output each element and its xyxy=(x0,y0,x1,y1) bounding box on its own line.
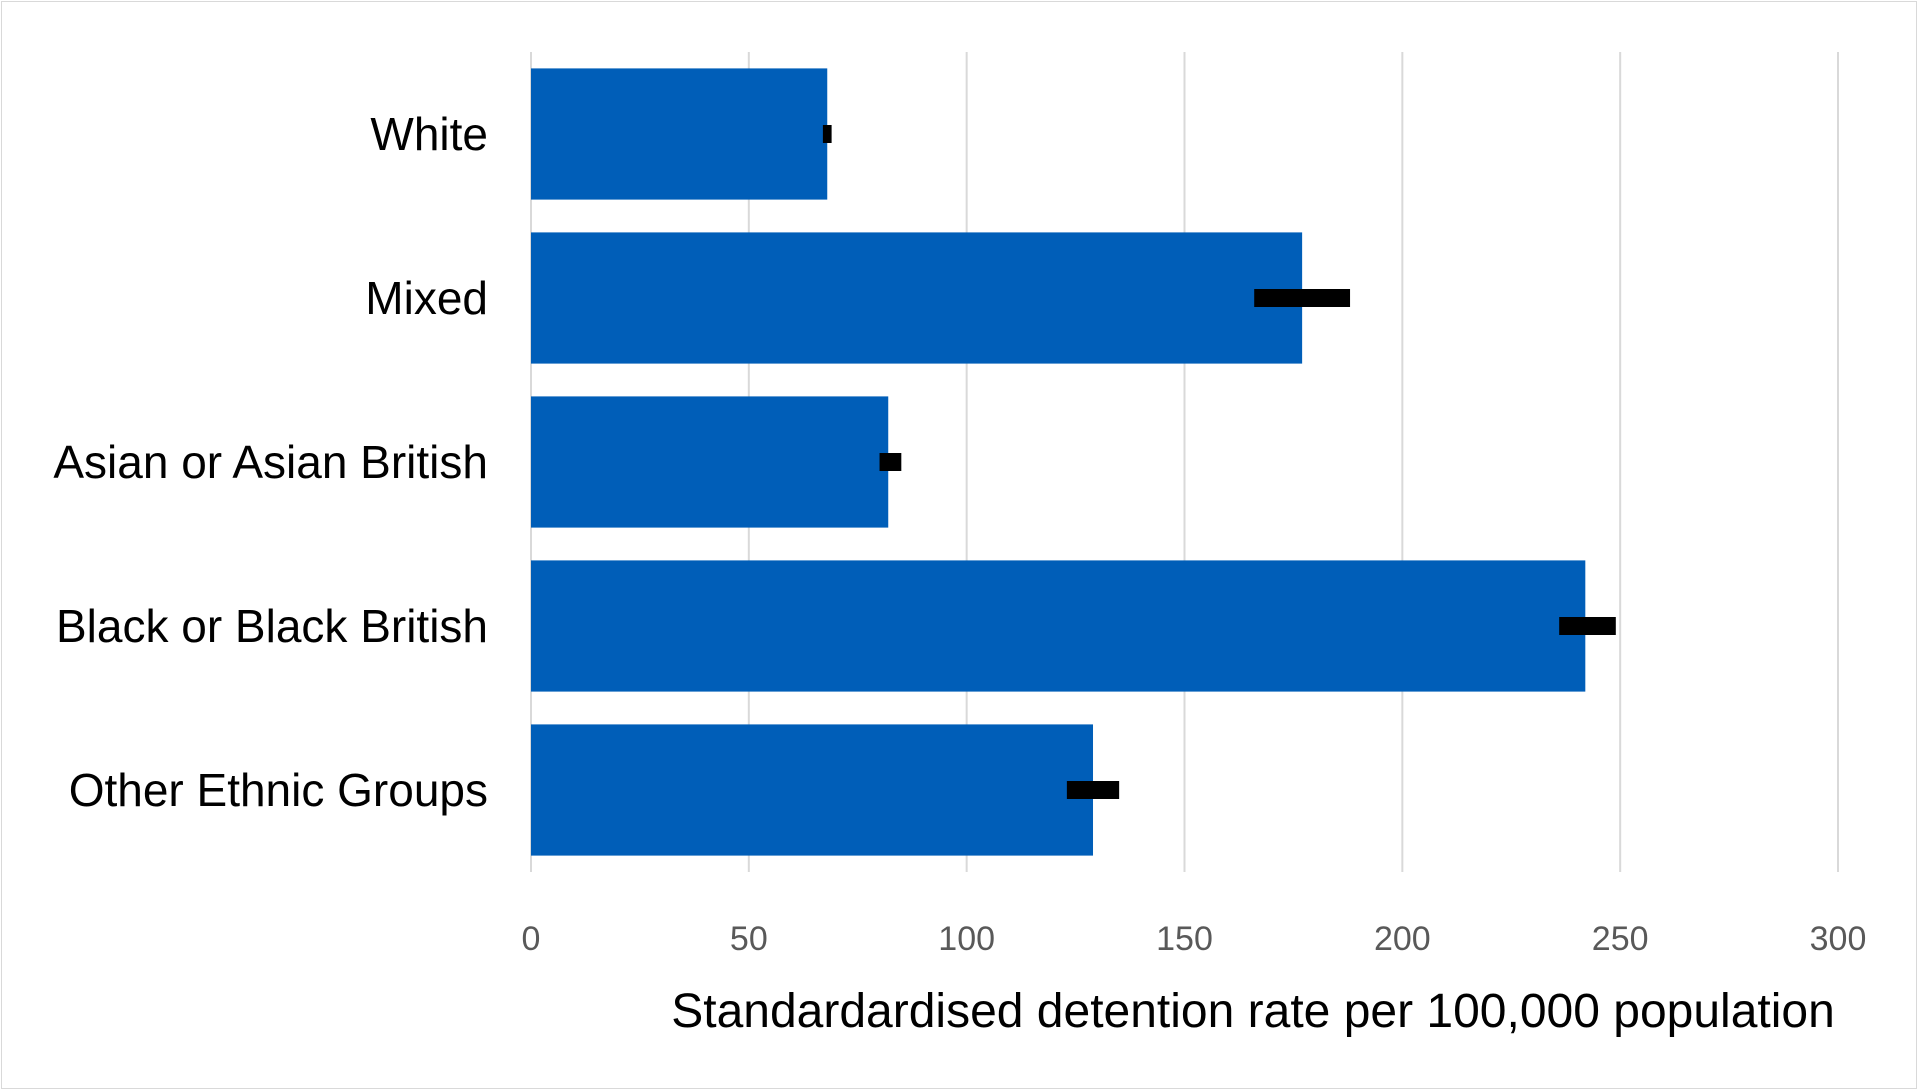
category-labels: White Mixed Asian or Asian British Black or… xyxy=(53,108,488,816)
x-tick-label: 200 xyxy=(1374,920,1431,958)
bars xyxy=(531,68,1586,856)
bar xyxy=(531,68,828,200)
category-label: White xyxy=(370,108,488,160)
x-tick-label: 0 xyxy=(522,920,541,958)
category-label: Mixed xyxy=(365,272,488,324)
category-label: Asian or Asian British xyxy=(53,436,488,488)
bar xyxy=(531,396,889,528)
category-label: Other Ethnic Groups xyxy=(69,764,488,816)
error-bars xyxy=(822,125,1616,799)
error-bar xyxy=(822,125,832,143)
x-tick-label: 100 xyxy=(938,920,995,958)
error-bar xyxy=(1254,289,1351,307)
error-bar xyxy=(1066,781,1120,799)
x-tick-label: 50 xyxy=(730,920,768,958)
bar xyxy=(531,724,1094,856)
error-bar xyxy=(1559,617,1616,635)
category-label: Black or Black British xyxy=(56,600,488,652)
x-tick-label: 150 xyxy=(1156,920,1213,958)
x-tick-labels: 0 50 100 150 200 250 300 xyxy=(522,920,1867,958)
x-tick-label: 250 xyxy=(1592,920,1649,958)
bar xyxy=(531,232,1303,364)
bar xyxy=(531,560,1586,692)
x-axis-title: Standardardised detention rate per 100,0… xyxy=(671,985,1835,1038)
x-tick-label: 300 xyxy=(1810,920,1867,958)
error-bar xyxy=(879,453,902,471)
